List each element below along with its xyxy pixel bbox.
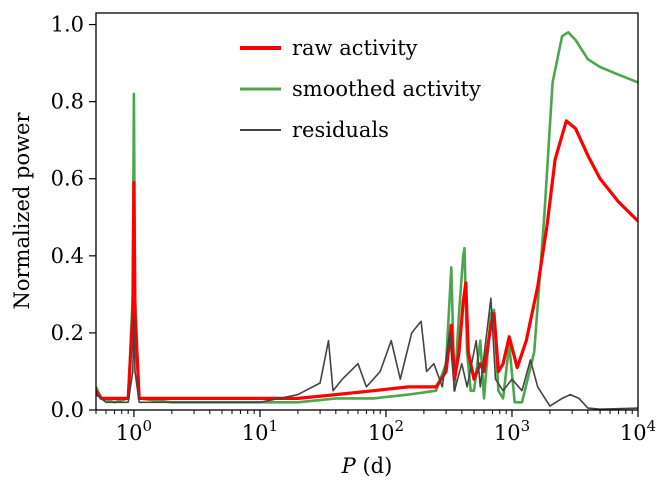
x-tick-label: 103 (494, 417, 530, 445)
x-axis: 100 101 102 103 104 (95, 410, 656, 445)
series-line-2 (96, 297, 638, 410)
legend-label: raw activity (292, 36, 418, 60)
y-tick-label: 0.2 (51, 321, 84, 345)
legend-label: residuals (292, 118, 389, 142)
y-axis-title: Normalized power (10, 112, 34, 310)
y-tick-label: 0.0 (51, 398, 84, 422)
y-tick-label: 0.4 (51, 244, 84, 268)
y-axis: 0.0 0.2 0.4 0.6 0.8 1.0 (51, 13, 96, 422)
x-axis-title: P (d) (341, 454, 393, 478)
y-tick-label: 0.8 (51, 90, 84, 114)
series-line-1 (96, 119, 638, 400)
legend: raw activity smoothed activity residuals (240, 36, 481, 142)
x-axis-variable: P (341, 454, 357, 478)
y-tick-label: 0.6 (51, 167, 84, 191)
x-tick-label: 100 (116, 417, 152, 445)
y-tick-label: 1.0 (51, 13, 84, 37)
plot-frame (95, 12, 639, 411)
series-layer (96, 30, 638, 410)
x-tick-label: 104 (620, 417, 656, 445)
legend-label: smoothed activity (292, 77, 481, 101)
x-axis-unit: (d) (356, 454, 393, 478)
x-tick-label: 102 (368, 417, 404, 445)
x-tick-label: 101 (242, 417, 278, 445)
